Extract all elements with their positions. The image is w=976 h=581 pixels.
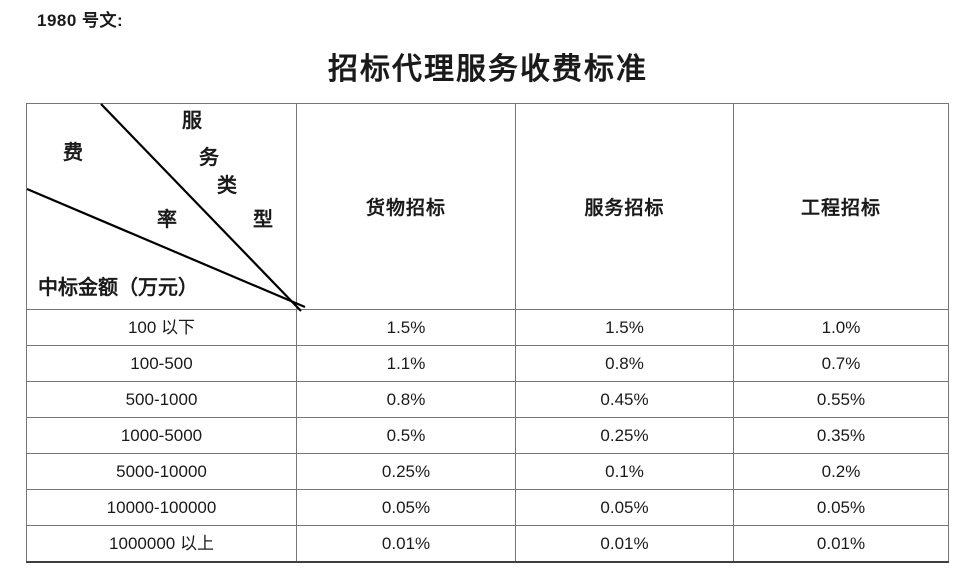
rate-service: 0.05% (515, 489, 734, 526)
row-amount-label: 100-500 (26, 345, 297, 382)
row-amount-label: 500-1000 (26, 381, 297, 418)
corner-type-char-3: 类 (217, 175, 237, 197)
table-row: 100-500 1.1% 0.8% 0.7% (26, 345, 949, 382)
table-row: 100 以下 1.5% 1.5% 1.0% (26, 309, 949, 346)
page-title: 招标代理服务收费标准 (328, 53, 648, 86)
rate-engineering: 1.0% (733, 309, 949, 346)
corner-type-char-1: 服 (182, 110, 202, 132)
fee-standard-table: 服 务 类 型 费 率 中标金额（万元） 货物招标 服务招标 工程招标 100 … (26, 103, 949, 563)
corner-amount-label: 中标金额（万元） (38, 277, 198, 299)
rate-engineering: 0.35% (733, 417, 949, 454)
rate-engineering: 0.01% (733, 525, 949, 563)
row-amount-label: 1000000 以上 (26, 525, 297, 563)
rate-goods: 0.5% (296, 417, 516, 454)
rate-service: 0.01% (515, 525, 734, 563)
rate-goods: 0.01% (296, 525, 516, 563)
row-amount-label: 1000-5000 (26, 417, 297, 454)
column-header-engineering: 工程招标 (733, 103, 949, 310)
corner-rate-char-1: 费 (63, 142, 83, 164)
rate-service: 0.8% (515, 345, 734, 382)
table-row: 500-1000 0.8% 0.45% 0.55% (26, 381, 949, 418)
row-amount-label: 5000-10000 (26, 453, 297, 490)
rate-engineering: 0.55% (733, 381, 949, 418)
rate-goods: 1.5% (296, 309, 516, 346)
rate-goods: 0.05% (296, 489, 516, 526)
rate-service: 0.1% (515, 453, 734, 490)
corner-rate-char-2: 率 (157, 209, 177, 231)
rate-engineering: 0.7% (733, 345, 949, 382)
row-amount-label: 100 以下 (26, 309, 297, 346)
rate-goods: 0.25% (296, 453, 516, 490)
rate-goods: 1.1% (296, 345, 516, 382)
table-row: 1000-5000 0.5% 0.25% 0.35% (26, 417, 949, 454)
rate-engineering: 0.05% (733, 489, 949, 526)
rate-engineering: 0.2% (733, 453, 949, 490)
row-amount-label: 10000-100000 (26, 489, 297, 526)
column-header-service: 服务招标 (515, 103, 734, 310)
header-row: 服 务 类 型 费 率 中标金额（万元） 货物招标 服务招标 工程招标 (26, 103, 949, 312)
doc-number-label: 1980 号文: (37, 11, 124, 30)
table-row: 5000-10000 0.25% 0.1% 0.2% (26, 453, 949, 490)
column-header-goods: 货物招标 (296, 103, 516, 310)
rate-service: 0.45% (515, 381, 734, 418)
table-row: 1000000 以上 0.01% 0.01% 0.01% (26, 525, 949, 563)
table-row: 10000-100000 0.05% 0.05% 0.05% (26, 489, 949, 526)
rate-service: 0.25% (515, 417, 734, 454)
corner-header-cell: 服 务 类 型 费 率 中标金额（万元） (26, 103, 306, 312)
rate-goods: 0.8% (296, 381, 516, 418)
corner-type-char-4: 型 (253, 209, 273, 231)
rate-service: 1.5% (515, 309, 734, 346)
corner-type-char-2: 务 (199, 147, 219, 169)
